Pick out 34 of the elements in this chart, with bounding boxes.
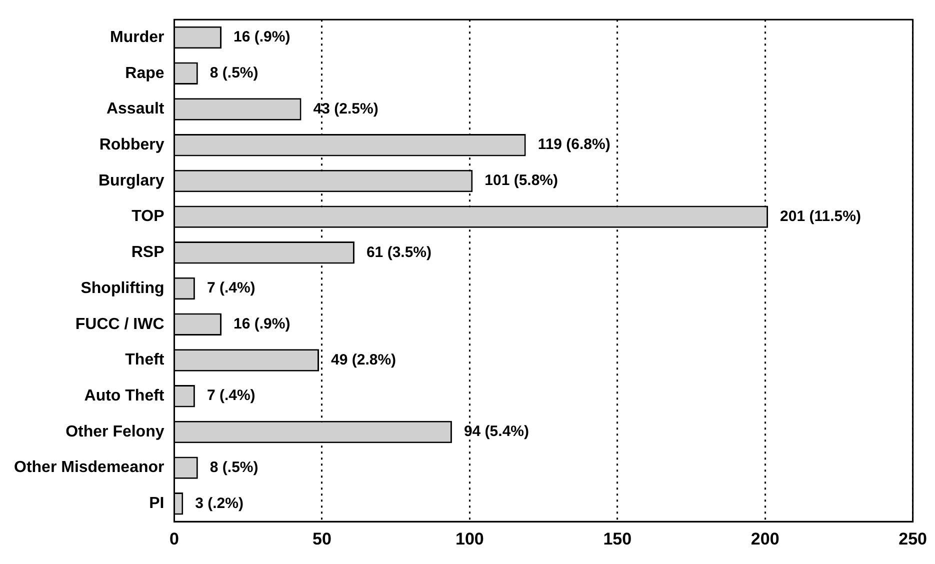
x-tick-label: 250 bbox=[898, 529, 928, 548]
y-tick-label: Assault bbox=[106, 100, 165, 118]
y-tick-label: Other Misdemeanor bbox=[14, 459, 164, 476]
y-tick-label: PI bbox=[149, 495, 164, 512]
data-label: 7 (.4%) bbox=[206, 387, 256, 404]
data-label: 43 (2.5%) bbox=[313, 100, 378, 118]
y-tick-label: Robbery bbox=[99, 136, 164, 154]
y-tick-label: RSP bbox=[131, 244, 165, 262]
x-tick-label: 50 bbox=[312, 529, 332, 548]
x-tick-label: 0 bbox=[170, 529, 179, 548]
x-tick-label: 150 bbox=[603, 529, 632, 548]
y-tick-label: Murder bbox=[110, 28, 164, 46]
y-tick-label: Auto Theft bbox=[84, 388, 165, 405]
data-label: 61 (3.5%) bbox=[366, 244, 432, 261]
x-tick-label: 200 bbox=[750, 529, 780, 548]
x-tick-label: 100 bbox=[455, 529, 484, 548]
y-tick-label: Burglary bbox=[98, 172, 164, 190]
data-label: 49 (2.8%) bbox=[331, 351, 396, 368]
y-tick-label: Shoplifting bbox=[80, 280, 164, 297]
data-label: 8 (.5%) bbox=[210, 64, 258, 82]
data-label: 101 (5.8%) bbox=[484, 172, 558, 190]
y-tick-label: FUCC / IWC bbox=[75, 316, 165, 333]
y-tick-label: Theft bbox=[125, 352, 165, 369]
data-label: 7 (.4%) bbox=[206, 280, 256, 297]
data-label: 8 (.5%) bbox=[210, 458, 258, 476]
y-tick-label: TOP bbox=[132, 208, 165, 226]
data-label: 119 (6.8%) bbox=[538, 136, 610, 154]
data-label: 16 (.9%) bbox=[234, 28, 290, 46]
data-label: 16 (.9%) bbox=[234, 316, 290, 333]
data-label: 201 (11.5%) bbox=[780, 208, 861, 225]
y-tick-label: Other Felony bbox=[66, 423, 164, 440]
y-tick-label: Rape bbox=[125, 64, 164, 82]
data-label: 3 (.2%) bbox=[195, 494, 244, 512]
data-label: 94 (5.4%) bbox=[464, 423, 530, 440]
